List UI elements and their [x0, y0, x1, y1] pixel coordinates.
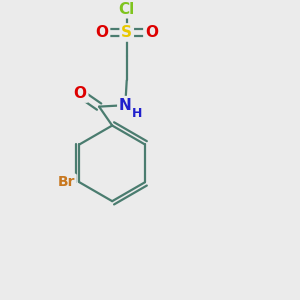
Text: O: O — [145, 25, 158, 40]
Text: S: S — [121, 25, 132, 40]
Text: O: O — [95, 25, 109, 40]
Text: H: H — [132, 107, 143, 120]
Text: Br: Br — [58, 175, 75, 189]
Text: O: O — [74, 86, 87, 101]
Text: N: N — [119, 98, 132, 113]
Text: Cl: Cl — [118, 2, 135, 17]
